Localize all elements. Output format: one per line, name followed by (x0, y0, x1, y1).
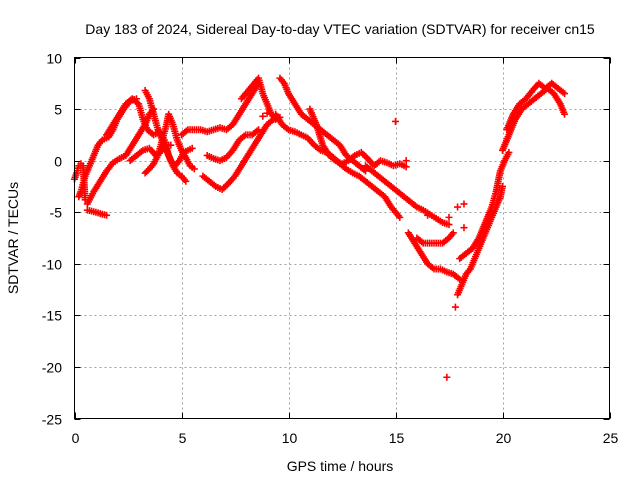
data-point (103, 211, 111, 219)
data-point (443, 373, 451, 381)
data-point (182, 177, 190, 185)
data-point (561, 110, 569, 118)
data-point (561, 90, 569, 98)
data-point (402, 157, 410, 165)
x-axis-label: GPS time / hours (287, 458, 394, 474)
data-point (188, 144, 196, 152)
y-tick-label: 0 (54, 154, 62, 170)
series-track-p (362, 162, 453, 229)
chart-title: Day 183 of 2024, Sidereal Day-to-day VTE… (85, 21, 595, 37)
axis-ticks (74, 57, 611, 420)
series-track-h (141, 110, 198, 177)
x-tick-label: 0 (72, 430, 80, 446)
data-point (445, 221, 453, 229)
data-point (402, 163, 410, 171)
y-tick-label: 5 (54, 102, 62, 118)
series-isolated (259, 109, 468, 381)
data-point (454, 203, 462, 211)
series-track-o (306, 105, 410, 171)
series-track-m (276, 74, 370, 175)
series-track-i (178, 79, 263, 139)
data-point (449, 229, 457, 237)
y-tick-label: -15 (42, 308, 62, 324)
data-point (81, 196, 89, 204)
series-track-c (83, 206, 111, 219)
data-point (505, 148, 513, 156)
x-tick-label: 15 (389, 430, 405, 446)
series-track-s (454, 182, 506, 299)
y-tick-label: -20 (42, 360, 62, 376)
data-point (460, 200, 468, 208)
series-track-k (203, 126, 263, 165)
data-point (392, 117, 399, 125)
y-tick-label: 10 (46, 51, 62, 67)
x-tick-label: 20 (496, 430, 512, 446)
x-tick-label: 5 (179, 430, 187, 446)
series-track-j (199, 115, 278, 194)
y-axis-label: SDTVAR / TECUs (5, 182, 21, 294)
data-point (460, 224, 468, 232)
x-tick-label: 10 (282, 430, 298, 446)
data-point (445, 213, 453, 221)
y-tick-label: -10 (42, 257, 62, 273)
data-point (167, 141, 175, 149)
y-tick-label: -5 (50, 205, 63, 221)
data-point (424, 211, 432, 219)
data-point (259, 112, 267, 120)
data-point (190, 165, 198, 173)
data-point (263, 109, 271, 117)
series-track-q (404, 229, 464, 283)
x-tick-label: 25 (603, 430, 619, 446)
data-points (71, 74, 569, 381)
plot-frame (74, 57, 610, 419)
series-track-d (71, 160, 89, 204)
data-point (396, 213, 404, 221)
y-tick-label: -25 (42, 412, 62, 428)
series-track-u (499, 84, 569, 154)
data-point (255, 126, 263, 134)
data-point (499, 182, 506, 190)
series-track-t (456, 148, 513, 263)
series-track-r (413, 229, 457, 247)
data-point (451, 303, 459, 311)
series-track-v (503, 79, 569, 134)
tick-labels: 0 5 10 15 20 25 -25 -20 -15 -10 -5 0 5 10 (42, 51, 619, 447)
series-track-n (272, 110, 404, 221)
